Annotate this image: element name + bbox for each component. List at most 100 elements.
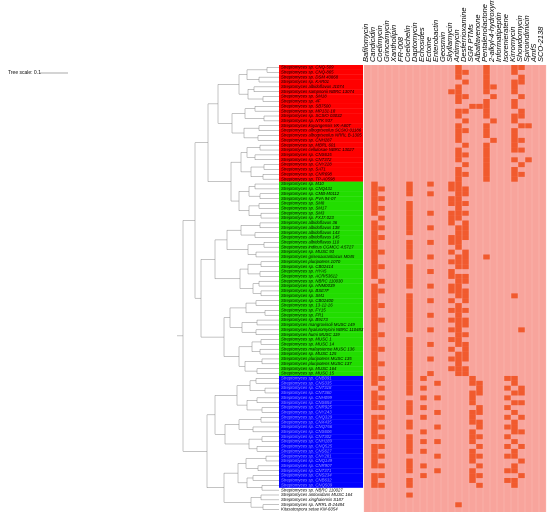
- presence-cell: [511, 375, 518, 381]
- presence-cell: [511, 424, 518, 430]
- presence-cell: [371, 351, 378, 357]
- presence-cell: [371, 332, 378, 338]
- presence-cell: [420, 385, 427, 391]
- presence-cell: [371, 463, 378, 469]
- presence-cell: [371, 307, 378, 313]
- presence-cell: [378, 317, 385, 323]
- presence-cell: [448, 273, 455, 279]
- presence-cell: [371, 390, 378, 396]
- clade-band: [279, 434, 363, 440]
- presence-cell: [371, 244, 378, 250]
- presence-cell: [455, 327, 462, 333]
- clade-band: [279, 94, 363, 100]
- clade-band: [279, 65, 363, 70]
- presence-cell: [469, 439, 476, 445]
- taxon-label: Streptomyces sp. SB7500: [281, 103, 331, 108]
- presence-cell: [483, 84, 490, 90]
- presence-cell: [476, 103, 483, 109]
- presence-cell: [518, 390, 525, 396]
- taxon-label: Streptomyces sp. SM3: [281, 210, 325, 215]
- clade-band: [279, 356, 363, 362]
- presence-cell: [490, 137, 497, 143]
- presence-cell: [462, 152, 469, 158]
- clade-band: [279, 375, 363, 381]
- presence-cell: [462, 118, 469, 124]
- clade-band: [279, 288, 363, 294]
- presence-cell: [406, 448, 413, 454]
- column-label: Daptomycin: [410, 22, 419, 62]
- presence-cell: [518, 414, 525, 420]
- presence-cell: [371, 400, 378, 406]
- clade-band: [279, 283, 363, 289]
- taxon-label: Streptomyces albidoflavus 110: [281, 239, 340, 244]
- presence-cell: [371, 312, 378, 318]
- presence-cell: [511, 468, 518, 474]
- presence-cell: [434, 380, 441, 386]
- presence-cell: [371, 375, 378, 381]
- taxon-label: Streptomyces sp. CNY281: [281, 453, 332, 458]
- clade-band: [279, 142, 363, 148]
- clade-band: [279, 317, 363, 323]
- presence-cell: [504, 443, 511, 449]
- presence-cell: [427, 356, 434, 362]
- clade-band: [279, 230, 363, 236]
- presence-cell: [406, 341, 413, 347]
- taxon-label: Streptomyces sp. HNM0039: [281, 283, 335, 288]
- column-label: Enterobactin: [431, 20, 440, 62]
- presence-cell: [378, 225, 385, 231]
- presence-cell: [511, 171, 518, 177]
- presence-cell: [462, 162, 469, 168]
- presence-cell: [406, 244, 413, 250]
- presence-cell: [371, 405, 378, 411]
- presence-cell: [427, 239, 434, 245]
- taxon-label: Streptomyces cellulosae NBRC 13027: [281, 147, 355, 152]
- clade-band: [279, 191, 363, 197]
- clade-band: [279, 176, 363, 182]
- clade-band: [279, 312, 363, 318]
- presence-cell: [378, 443, 385, 449]
- clade-band: [279, 322, 363, 328]
- presence-cell: [462, 201, 469, 207]
- taxon-label: Streptomyces sp. CMB-M0112: [281, 191, 340, 196]
- clade-band: [279, 385, 363, 391]
- presence-cell: [462, 351, 469, 357]
- presence-cell: [427, 283, 434, 289]
- presence-cell: [511, 477, 518, 483]
- presence-cell: [455, 157, 462, 163]
- presence-cell: [504, 468, 511, 474]
- tree: [177, 67, 279, 510]
- presence-cell: [455, 303, 462, 309]
- presence-cell: [483, 147, 490, 153]
- clade-band: [279, 186, 363, 192]
- taxon-label: Streptomyces sp. CNS606: [281, 429, 332, 434]
- taxon-label: Streptomyces sp. CNS627: [281, 448, 332, 453]
- taxon-label: Streptomyces xinghaiensis S187: [281, 497, 344, 502]
- column-label: Xantholipin: [389, 25, 398, 63]
- taxon-label: Streptomyces sp. FR1: [281, 312, 324, 317]
- presence-cell: [406, 405, 413, 411]
- presence-cell: [455, 215, 462, 221]
- clade-band: [279, 332, 363, 338]
- column-label: Informatipeptin: [494, 12, 503, 62]
- presence-cell: [406, 249, 413, 255]
- clade-band: [279, 167, 363, 172]
- clade-band: [279, 239, 363, 245]
- presence-cell: [462, 298, 469, 304]
- clade-band: [279, 405, 363, 411]
- taxon-label: Streptomyces sp. MUSC 15: [281, 371, 335, 376]
- presence-cell: [455, 176, 462, 182]
- presence-cell: [462, 142, 469, 148]
- presence-cell: [483, 113, 490, 119]
- presence-cell: [518, 74, 525, 80]
- taxon-label: Streptomyces sp. CNH099: [281, 395, 332, 400]
- clade-band: [279, 482, 363, 488]
- taxon-label: Streptomyces sp. CNH189: [281, 439, 332, 444]
- taxon-label: Streptomyces sp. SM17: [281, 205, 327, 210]
- presence-cell: [518, 108, 525, 114]
- presence-cell: [448, 186, 455, 192]
- taxon-label: Streptomyces sp. MUSC 14: [281, 342, 335, 347]
- presence-cell: [455, 123, 462, 129]
- clade-band: [279, 225, 363, 231]
- presence-cell: [469, 453, 476, 459]
